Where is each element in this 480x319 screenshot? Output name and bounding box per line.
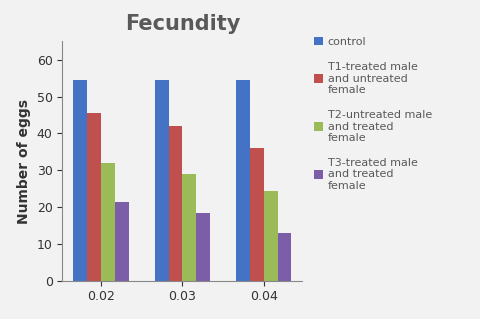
- Legend: control, T1-treated male
and untreated
female, T2-untreated male
and treated
fem: control, T1-treated male and untreated f…: [314, 37, 432, 191]
- Y-axis label: Number of eggs: Number of eggs: [17, 99, 31, 224]
- Bar: [196, 213, 210, 281]
- Bar: [101, 163, 115, 281]
- Bar: [277, 233, 291, 281]
- Bar: [168, 126, 182, 281]
- Bar: [115, 202, 129, 281]
- Bar: [264, 190, 277, 281]
- Bar: [155, 80, 168, 281]
- Bar: [250, 148, 264, 281]
- Bar: [182, 174, 196, 281]
- Bar: [236, 80, 250, 281]
- Bar: [87, 113, 101, 281]
- Title: Fecundity: Fecundity: [125, 14, 240, 34]
- Bar: [73, 80, 87, 281]
